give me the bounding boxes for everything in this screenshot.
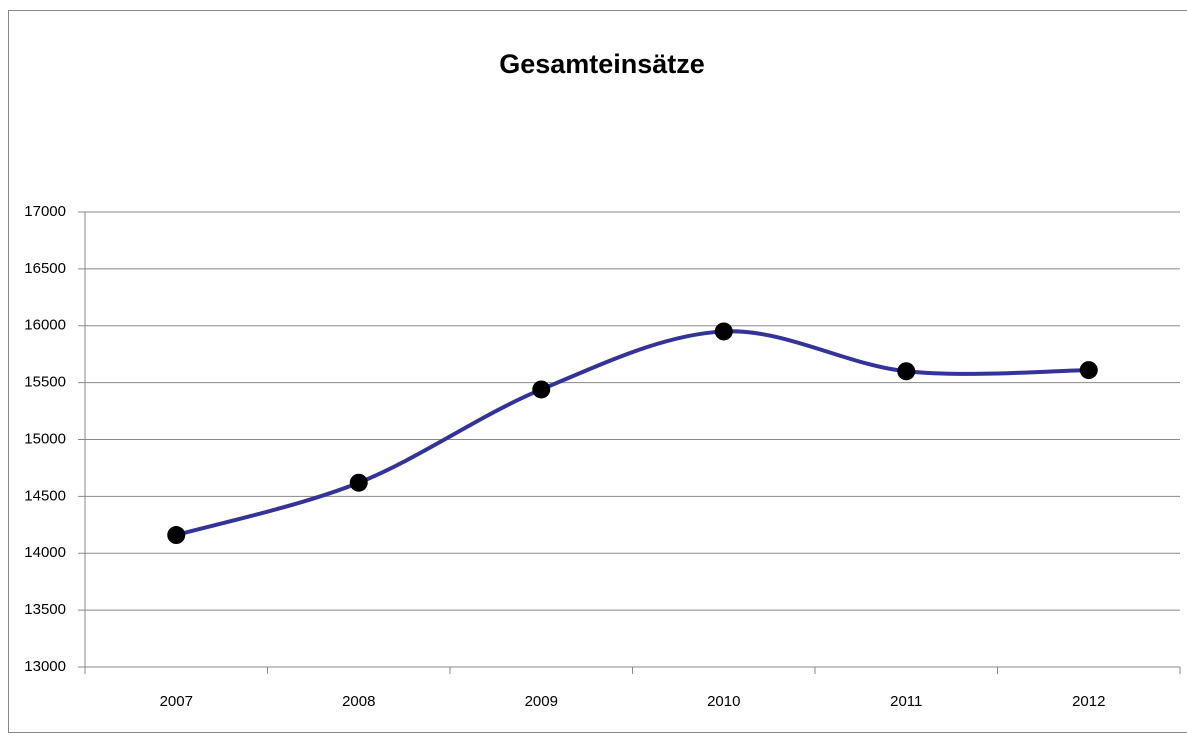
x-tick-label: 2011 <box>890 693 922 710</box>
x-tick-label: 2010 <box>707 693 740 710</box>
y-tick-label: 15500 <box>24 374 66 391</box>
y-tick-label: 13000 <box>24 658 66 675</box>
y-tick-label: 17000 <box>24 203 66 220</box>
y-tick-label: 16000 <box>24 317 66 334</box>
x-tick-label: 2007 <box>160 693 193 710</box>
y-tick-label: 14500 <box>24 487 66 504</box>
chart-title: Gesamteinsätze <box>499 49 705 79</box>
y-tick-label: 15000 <box>24 430 66 447</box>
marker <box>350 474 368 492</box>
marker <box>897 362 915 380</box>
marker <box>167 526 185 544</box>
x-tick-label: 2009 <box>525 693 558 710</box>
marker <box>715 322 733 340</box>
marker <box>1080 361 1098 379</box>
y-tick-label: 14000 <box>24 544 66 561</box>
x-tick-label: 2012 <box>1072 693 1105 710</box>
y-tick-label: 13500 <box>24 601 66 618</box>
marker <box>532 380 550 398</box>
y-tick-label: 16500 <box>24 260 66 277</box>
x-tick-label: 2008 <box>342 693 375 710</box>
